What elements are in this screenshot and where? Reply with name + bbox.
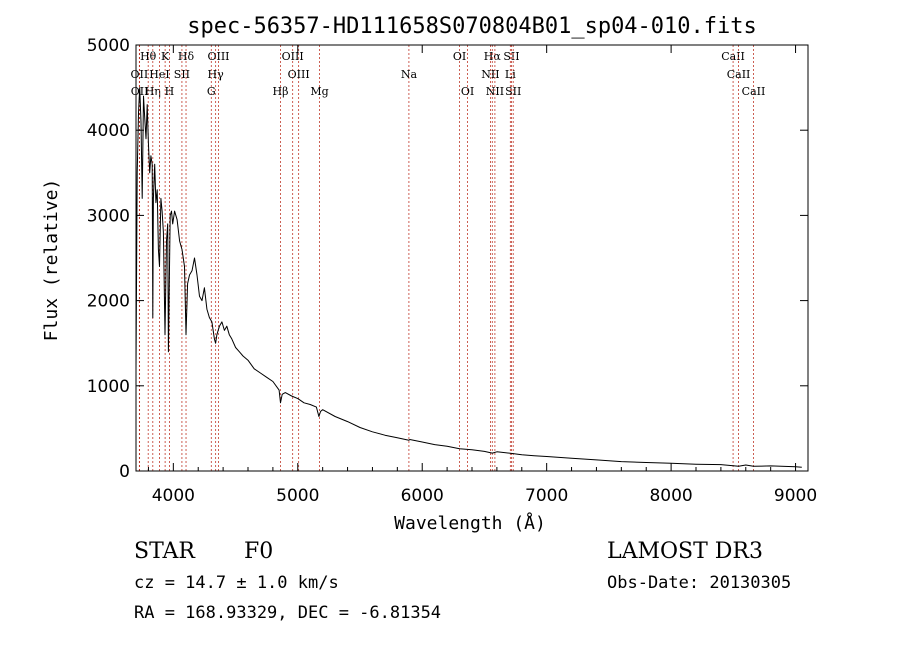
line-label: OIII: [207, 50, 229, 63]
line-label: Hα: [484, 50, 502, 63]
redshift-velocity: cz = 14.7 ± 1.0 km/s: [134, 573, 339, 593]
survey-name: LAMOST DR3: [607, 539, 763, 564]
x-tick-label: 7000: [525, 486, 568, 506]
object-subclass: F0: [244, 539, 274, 564]
x-tick-label: 9000: [774, 486, 817, 506]
y-axis-label: Flux (relative): [41, 179, 62, 342]
spectrum-line: [135, 87, 802, 468]
line-label: NII: [481, 68, 499, 81]
x-tick-label: 5000: [276, 486, 319, 506]
emission-line-markers: HβOIIIOIIIMgNaOIOIHαNIINIISIILiSIICaIICa…: [131, 45, 766, 471]
line-label: OI: [453, 50, 466, 63]
x-axis-label: Wavelength (Å): [394, 512, 546, 534]
line-label: Li: [505, 68, 516, 81]
y-tick-label: 4000: [87, 121, 130, 141]
y-tick-label: 2000: [87, 292, 130, 312]
x-tick-label: 8000: [649, 486, 692, 506]
y-tick-label: 0: [119, 462, 130, 482]
axes: 4000 5000 6000 7000 8000 9000 0 1000 2000 3000 400…: [87, 36, 817, 506]
line-label: CaII: [721, 50, 745, 63]
y-tick-label: 5000: [87, 36, 130, 56]
line-label: Hδ: [178, 50, 195, 63]
line-label: OIII: [282, 50, 304, 63]
line-label: SII: [174, 68, 190, 81]
sky-coordinates: RA = 168.93329, DEC = -6.81354: [134, 603, 442, 623]
line-label: Na: [401, 68, 418, 81]
line-label: SII: [505, 85, 521, 98]
line-label: Hβ: [273, 85, 289, 98]
line-label: Hθ: [140, 50, 157, 63]
y-tick-label: 3000: [87, 206, 130, 226]
y-tick-label: 1000: [87, 377, 130, 397]
line-label: NII: [486, 85, 504, 98]
line-label: CaII: [727, 68, 751, 81]
line-label: Mg: [310, 85, 328, 98]
chart-title: spec-56357-HD111658S070804B01_sp04-010.f…: [187, 14, 757, 39]
line-label: CaII: [742, 85, 766, 98]
line-label: K: [161, 50, 170, 63]
observation-date: Obs-Date: 20130305: [607, 573, 792, 593]
line-label: Hη: [145, 85, 161, 98]
x-tick-label: 4000: [152, 486, 195, 506]
object-class: STAR: [134, 539, 195, 564]
line-label: OI: [461, 85, 474, 98]
line-label: HeI: [149, 68, 169, 81]
line-label: OIII: [288, 68, 310, 81]
spectrum-curve-layer: [135, 87, 802, 468]
line-label: G: [207, 85, 216, 98]
plot-frame: [135, 44, 809, 472]
x-tick-label: 6000: [401, 486, 444, 506]
line-label: H: [165, 85, 175, 98]
line-label: SII: [503, 50, 519, 63]
line-label: Hγ: [208, 68, 225, 81]
